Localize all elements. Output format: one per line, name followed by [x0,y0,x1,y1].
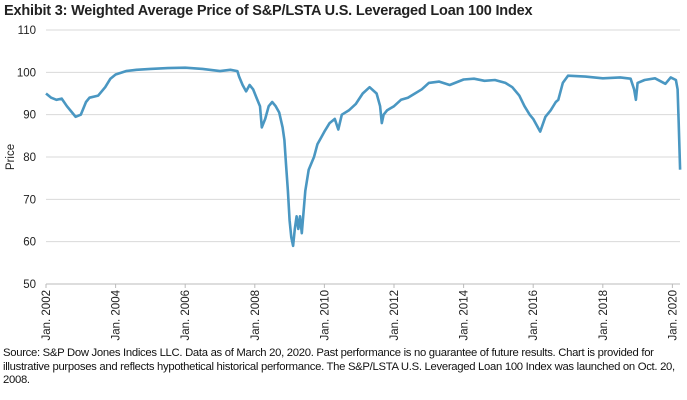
y-axis-label: Price [5,144,17,170]
chart-title: Exhibit 3: Weighted Average Price of S&P… [4,3,533,19]
x-tick-label: Jan. 2006 [180,290,192,341]
y-tick-label: 80 [23,152,36,164]
x-tick-label: Jan. 2008 [250,290,262,341]
gridlines [45,29,680,288]
y-tick-labels: 50 60 70 80 90 100 110 [17,25,36,291]
x-tick-label: Jan. 2004 [111,289,123,340]
source-note: Source: S&P Dow Jones Indices LLC. Data … [3,347,675,386]
y-tick-label: 50 [23,279,36,291]
x-tick-labels: Jan. 2002 Jan. 2004 Jan. 2006 Jan. 2008 Jan.… [41,289,679,340]
y-tick-label: 70 [23,194,36,206]
x-tick-label: Jan. 2018 [598,290,610,341]
y-tick-label: 90 [23,110,36,122]
x-tick-label: Jan. 2020 [667,290,679,341]
x-tick-label: Jan. 2010 [319,290,331,341]
y-tick-label: 110 [18,25,36,37]
series-line [45,66,682,248]
x-tick-label: Jan. 2012 [389,290,401,341]
y-tick-label: 60 [23,237,36,249]
x-tick-label: Jan. 2002 [41,290,53,341]
y-tick-label: 100 [17,67,36,79]
x-tick-label: Jan. 2016 [528,290,540,341]
x-tick-label: Jan. 2014 [459,289,471,340]
